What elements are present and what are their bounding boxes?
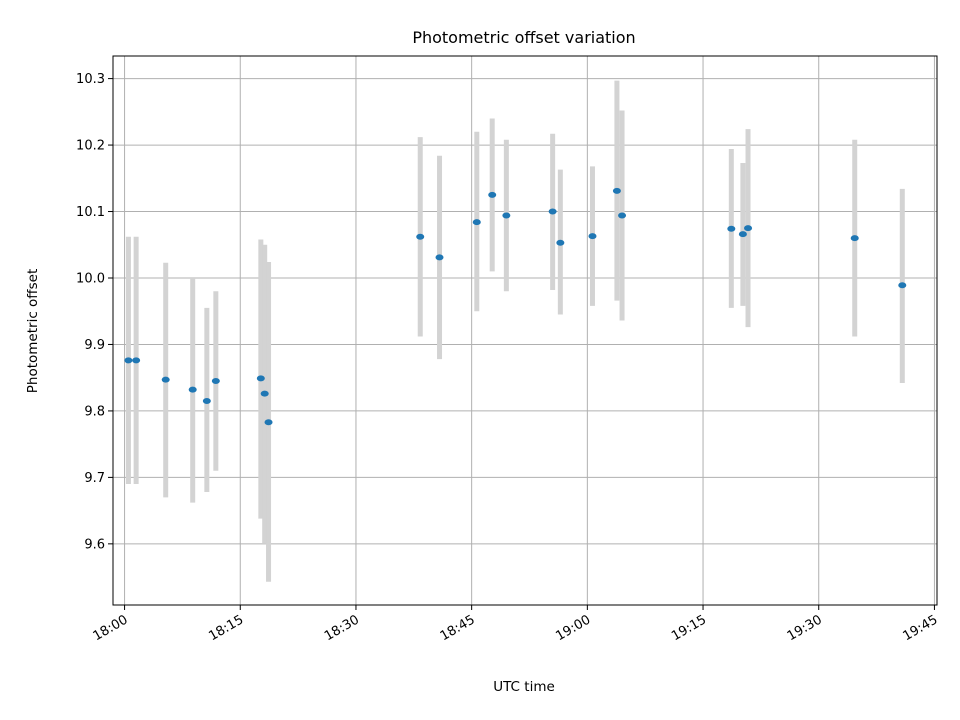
data-point — [264, 419, 273, 426]
y-tick-label: 9.8 — [84, 404, 105, 419]
data-point — [161, 376, 170, 383]
chart-title: Photometric offset variation — [412, 28, 635, 47]
data-point — [488, 191, 497, 198]
data-point — [556, 239, 565, 246]
data-point — [738, 231, 747, 238]
data-point — [416, 233, 425, 240]
data-point — [588, 233, 597, 240]
data-point — [898, 282, 907, 289]
y-tick-label: 10.1 — [76, 205, 105, 220]
data-point — [260, 390, 269, 397]
grid — [113, 56, 937, 605]
data-point — [612, 187, 621, 194]
data-point — [211, 378, 220, 385]
y-tick-label: 9.6 — [84, 537, 105, 552]
data-point — [548, 208, 557, 215]
data-point — [124, 357, 133, 364]
data-point — [188, 386, 197, 393]
y-tick-label: 10.0 — [76, 271, 105, 286]
y-axis-label: Photometric offset — [25, 269, 41, 393]
data-point — [132, 357, 141, 364]
y-tick-label: 10.3 — [76, 72, 105, 87]
data-point — [727, 225, 736, 232]
data-point — [502, 212, 511, 219]
x-axis-label: UTC time — [493, 679, 555, 695]
data-point — [472, 219, 481, 226]
data-point — [744, 225, 753, 232]
y-tick-label: 10.2 — [76, 139, 105, 154]
data-points — [124, 187, 907, 426]
y-tick-label: 9.7 — [84, 471, 105, 486]
data-point — [435, 254, 444, 261]
data-point — [618, 212, 627, 219]
data-point — [256, 375, 265, 382]
y-tick-label: 9.9 — [84, 338, 105, 353]
data-point — [202, 397, 211, 404]
data-point — [850, 235, 859, 242]
plot-frame — [112, 55, 938, 606]
